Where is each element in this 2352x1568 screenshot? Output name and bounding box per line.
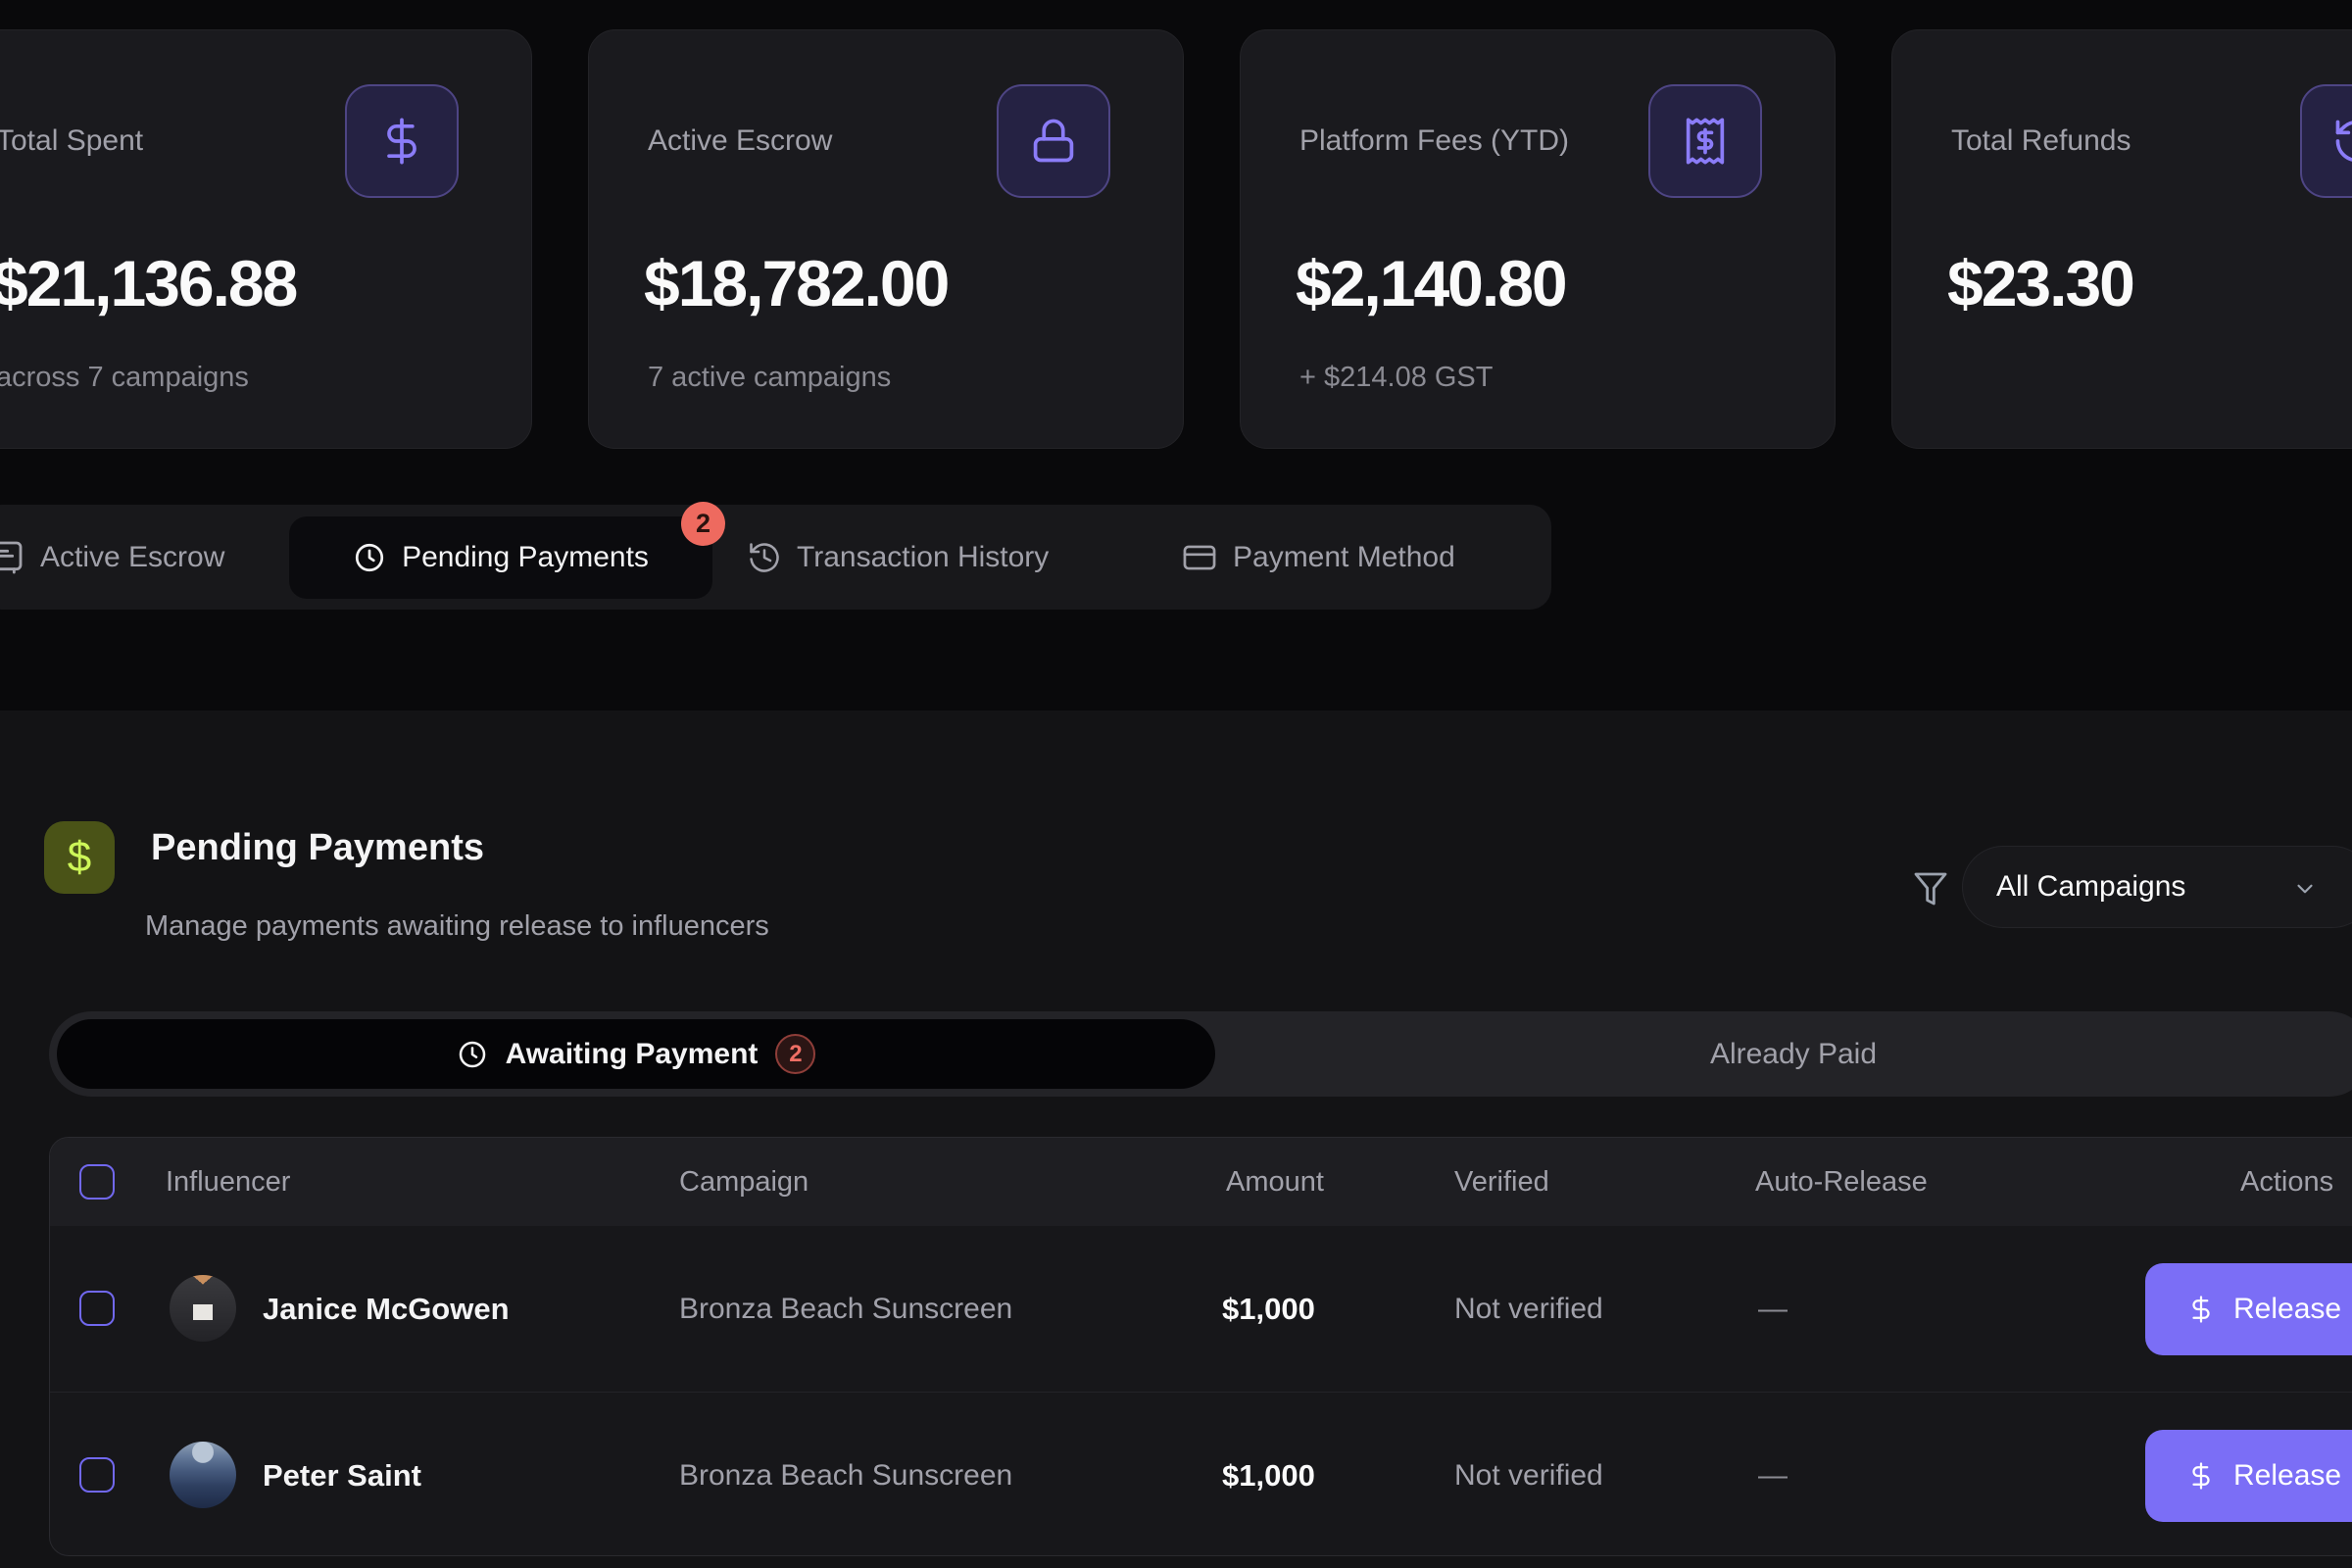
stat-label: Active Escrow <box>648 124 833 158</box>
release-button[interactable]: Release <box>2145 1263 2352 1355</box>
tab-label: Payment Method <box>1233 540 1455 573</box>
release-button-label: Release <box>2233 1293 2342 1325</box>
segment-label: Awaiting Payment <box>505 1037 759 1070</box>
lock-icon <box>997 84 1110 198</box>
column-header-auto-release: Auto-Release <box>1755 1165 1928 1198</box>
stat-label: Total Refunds <box>1951 124 2132 158</box>
awaiting-count-badge: 2 <box>775 1034 816 1074</box>
table-row: Peter Saint Bronza Beach Sunscreen $1,00… <box>50 1392 2352 1555</box>
funnel-icon <box>1911 869 1950 908</box>
release-button[interactable]: Release <box>2145 1430 2352 1522</box>
pending-payments-panel: $ Pending Payments Manage payments await… <box>0 710 2352 1568</box>
stat-subtext: across 7 campaigns <box>0 362 249 393</box>
auto-release-value: — <box>1758 1458 1788 1492</box>
section-subtitle: Manage payments awaiting release to infl… <box>145 910 769 942</box>
tab-transaction-history[interactable]: Transaction History <box>747 505 1049 610</box>
select-all-checkbox[interactable] <box>79 1164 115 1200</box>
tab-label: Transaction History <box>797 540 1050 573</box>
payment-amount: $1,000 <box>1222 1291 1315 1326</box>
avatar <box>170 1275 236 1342</box>
dollar-icon <box>345 84 459 198</box>
column-header-campaign: Campaign <box>679 1165 809 1198</box>
clock-icon <box>457 1039 488 1070</box>
tab-active-escrow[interactable]: Active Escrow <box>0 505 224 610</box>
table-header: Influencer Campaign Amount Verified Auto… <box>50 1138 2352 1226</box>
dollar-icon <box>2186 1461 2216 1491</box>
campaign-name: Bronza Beach Sunscreen <box>679 1292 1013 1325</box>
stat-value: $21,136.88 <box>0 247 298 319</box>
segment-awaiting-payment[interactable]: Awaiting Payment 2 <box>57 1019 1215 1089</box>
release-button-label: Release <box>2233 1459 2342 1492</box>
pending-payments-table: Influencer Campaign Amount Verified Auto… <box>49 1137 2352 1556</box>
stat-label: Platform Fees (YTD) <box>1299 124 1570 158</box>
row-checkbox[interactable] <box>79 1291 115 1326</box>
tab-pending-payments[interactable]: Pending Payments <box>289 516 712 599</box>
influencer-name: Janice McGowen <box>263 1291 510 1326</box>
stat-subtext: + $214.08 GST <box>1299 362 1494 393</box>
column-header-amount: Amount <box>1226 1165 1324 1198</box>
payment-status-segmented-control: Awaiting Payment 2 Already Paid <box>49 1011 2352 1097</box>
section-title: Pending Payments <box>151 827 484 868</box>
verified-status: Not verified <box>1454 1458 1603 1492</box>
influencer-name: Peter Saint <box>263 1457 421 1493</box>
credit-card-icon <box>1181 539 1218 576</box>
stat-value: $18,782.00 <box>644 247 950 319</box>
payment-amount: $1,000 <box>1222 1457 1315 1493</box>
stat-subtext: 7 active campaigns <box>648 362 892 393</box>
stat-value: $2,140.80 <box>1296 247 1568 319</box>
stat-value: $23.30 <box>1947 247 2135 319</box>
dollar-icon <box>2186 1295 2216 1324</box>
verified-status: Not verified <box>1454 1292 1603 1325</box>
avatar <box>170 1442 236 1508</box>
payments-tabbar: Active Escrow Pending Payments 2 Transac… <box>0 502 1551 610</box>
auto-release-value: — <box>1758 1292 1788 1325</box>
column-header-actions: Actions <box>2240 1165 2334 1198</box>
vault-icon <box>0 538 25 577</box>
tab-label: Active Escrow <box>40 540 225 573</box>
stat-label: Total Spent <box>0 124 144 158</box>
column-header-influencer: Influencer <box>166 1165 291 1198</box>
tab-payment-method[interactable]: Payment Method <box>1181 505 1455 610</box>
chevron-down-icon <box>2292 876 2318 902</box>
refund-icon <box>2300 84 2352 198</box>
stat-card-active-escrow: Active Escrow $18,782.00 7 active campai… <box>588 29 1184 449</box>
receipt-icon <box>1648 84 1762 198</box>
table-row: Janice McGowen Bronza Beach Sunscreen $1… <box>50 1226 2352 1392</box>
history-icon <box>747 540 782 575</box>
column-header-verified: Verified <box>1454 1165 1549 1198</box>
row-checkbox[interactable] <box>79 1457 115 1493</box>
stat-card-platform-fees: Platform Fees (YTD) $2,140.80 + $214.08 … <box>1240 29 1836 449</box>
clock-icon <box>353 541 386 574</box>
segment-already-paid[interactable]: Already Paid <box>1215 1011 2352 1097</box>
stat-card-total-refunds: Total Refunds $23.30 <box>1891 29 2352 449</box>
stat-card-total-spent: Total Spent $21,136.88 across 7 campaign… <box>0 29 532 449</box>
segment-label: Already Paid <box>1709 1037 1878 1070</box>
dollar-icon: $ <box>44 821 115 894</box>
pending-payments-count-badge: 2 <box>681 502 725 546</box>
campaign-filter-select[interactable]: All Campaigns <box>1962 846 2352 928</box>
campaign-filter-value: All Campaigns <box>1996 870 2186 903</box>
tab-label: Pending Payments <box>402 541 649 573</box>
campaign-name: Bronza Beach Sunscreen <box>679 1458 1013 1492</box>
